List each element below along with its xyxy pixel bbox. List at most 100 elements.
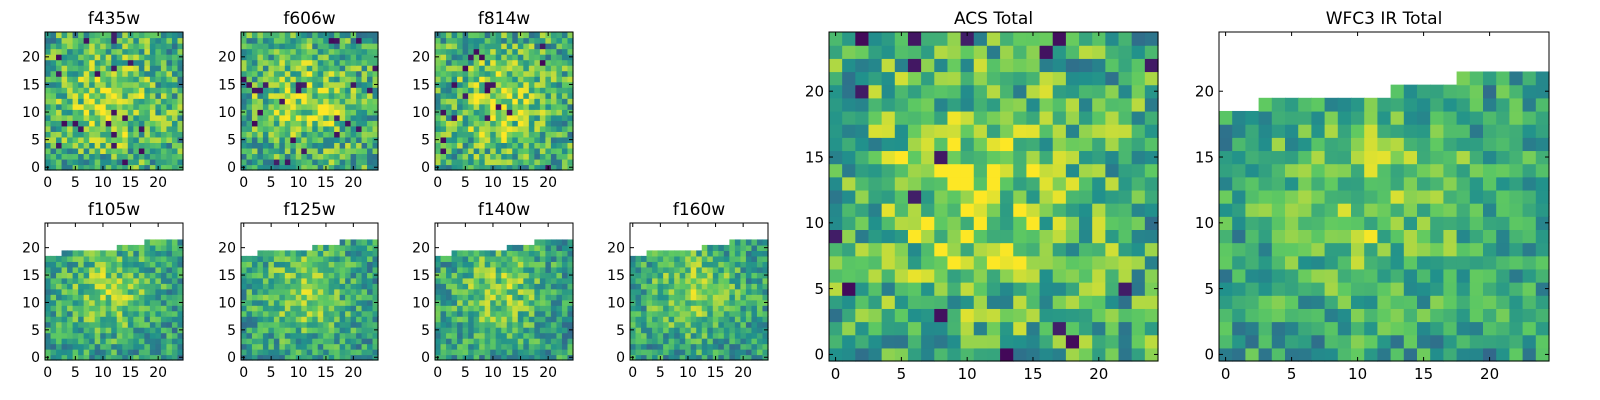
heatmap-cell: [1013, 97, 1027, 112]
heatmap-cell: [1092, 124, 1106, 138]
heatmap-cell: [517, 48, 524, 55]
heatmap-cell: [855, 229, 870, 244]
heatmap-cell: [517, 272, 524, 279]
heatmap-cell: [339, 244, 346, 251]
heatmap-cell: [440, 32, 447, 39]
heatmap-cell: [512, 147, 519, 155]
heatmap-cell: [72, 250, 79, 257]
heatmap-cell: [251, 288, 259, 295]
heatmap-cell: [1144, 203, 1159, 217]
y-tick-label: 5: [227, 133, 236, 149]
heatmap-cell: [138, 310, 145, 317]
heatmap-cell: [745, 310, 753, 317]
heatmap-cell: [138, 32, 145, 39]
x-tick-label: 20: [539, 175, 557, 191]
heatmap-cell: [144, 272, 151, 279]
heatmap-cell: [268, 43, 275, 50]
heatmap-cell: [295, 305, 302, 312]
heatmap-cell: [894, 347, 909, 362]
heatmap-cell: [345, 164, 352, 171]
heatmap-cell: [451, 54, 458, 61]
heatmap-cell: [56, 147, 63, 155]
heatmap-cell: [317, 266, 324, 273]
heatmap-cell: [668, 294, 675, 301]
heatmap-cell: [462, 109, 469, 116]
heatmap-cell: [468, 327, 475, 334]
heatmap-cell: [290, 54, 297, 61]
heatmap-cell: [630, 349, 637, 356]
heatmap-cell: [539, 103, 546, 110]
heatmap-cell: [1245, 308, 1260, 323]
heatmap-cell: [323, 277, 330, 284]
heatmap-cell: [356, 349, 363, 356]
heatmap-cell: [149, 76, 156, 83]
heatmap-cell: [279, 87, 286, 94]
heatmap-cell: [284, 338, 291, 345]
heatmap-cell: [306, 142, 313, 149]
heatmap-cell: [646, 338, 653, 345]
heatmap-cell: [251, 266, 259, 273]
heatmap-cell: [679, 316, 686, 323]
heatmap-cell: [468, 59, 475, 66]
heatmap-cell: [745, 305, 753, 312]
heatmap-cell: [881, 58, 896, 73]
y-tick-label: 5: [616, 323, 625, 339]
heatmap-cell: [312, 299, 319, 306]
heatmap-cell: [855, 58, 870, 73]
heatmap-cell: [1118, 110, 1133, 125]
heatmap-cell: [745, 272, 753, 279]
heatmap-cell: [1535, 347, 1550, 362]
heatmap-cell: [712, 321, 719, 328]
heatmap-cell: [312, 310, 319, 317]
x-tick-label: 10: [290, 365, 308, 381]
heatmap-cell: [440, 158, 447, 166]
heatmap-cell: [855, 137, 870, 152]
heatmap-cell: [149, 48, 156, 55]
heatmap-cell: [94, 109, 101, 116]
heatmap-cell: [133, 114, 140, 121]
heatmap-cell: [361, 305, 368, 312]
heatmap-cell: [177, 310, 184, 317]
heatmap-cell: [246, 321, 253, 328]
heatmap-cell: [144, 321, 151, 328]
heatmap-cell: [155, 92, 162, 99]
heatmap-cell: [295, 327, 302, 334]
heatmap-cell: [372, 255, 379, 262]
heatmap-cell: [306, 37, 313, 44]
heatmap-cell: [257, 343, 264, 350]
heatmap-cell: [339, 59, 346, 66]
heatmap-cell: [457, 87, 464, 94]
heatmap-cell: [718, 250, 725, 257]
heatmap-cell: [1285, 295, 1299, 309]
heatmap-cell: [690, 310, 697, 317]
heatmap-cell: [523, 277, 530, 284]
heatmap-cell: [457, 59, 464, 66]
heatmap-cell: [105, 310, 112, 317]
heatmap-cell: [484, 250, 491, 257]
x-tick-label: 0: [433, 175, 442, 191]
heatmap-cell: [1271, 321, 1286, 336]
heatmap-cell: [528, 288, 535, 295]
heatmap-cell: [160, 158, 168, 166]
heatmap-cell: [361, 250, 368, 257]
heatmap-cell: [745, 327, 753, 334]
heatmap-cell: [473, 250, 480, 257]
heatmap-cell: [484, 32, 491, 39]
heatmap-cell: [440, 338, 447, 345]
heatmap-cell: [545, 305, 552, 312]
heatmap-cell: [473, 43, 480, 50]
heatmap-cell: [306, 136, 313, 143]
heatmap-cell: [894, 216, 909, 230]
heatmap-cell: [83, 164, 90, 171]
heatmap-cell: [83, 48, 90, 55]
heatmap-cell: [171, 59, 179, 66]
heatmap-cell: [273, 266, 280, 273]
heatmap-cell: [279, 103, 286, 110]
heatmap-cell: [451, 103, 458, 110]
heatmap-cell: [842, 295, 856, 309]
heatmap-cell: [934, 84, 949, 99]
heatmap-cell: [361, 283, 368, 290]
heatmap-cell: [306, 321, 313, 328]
heatmap-cell: [279, 65, 286, 72]
heatmap-cell: [457, 321, 464, 328]
